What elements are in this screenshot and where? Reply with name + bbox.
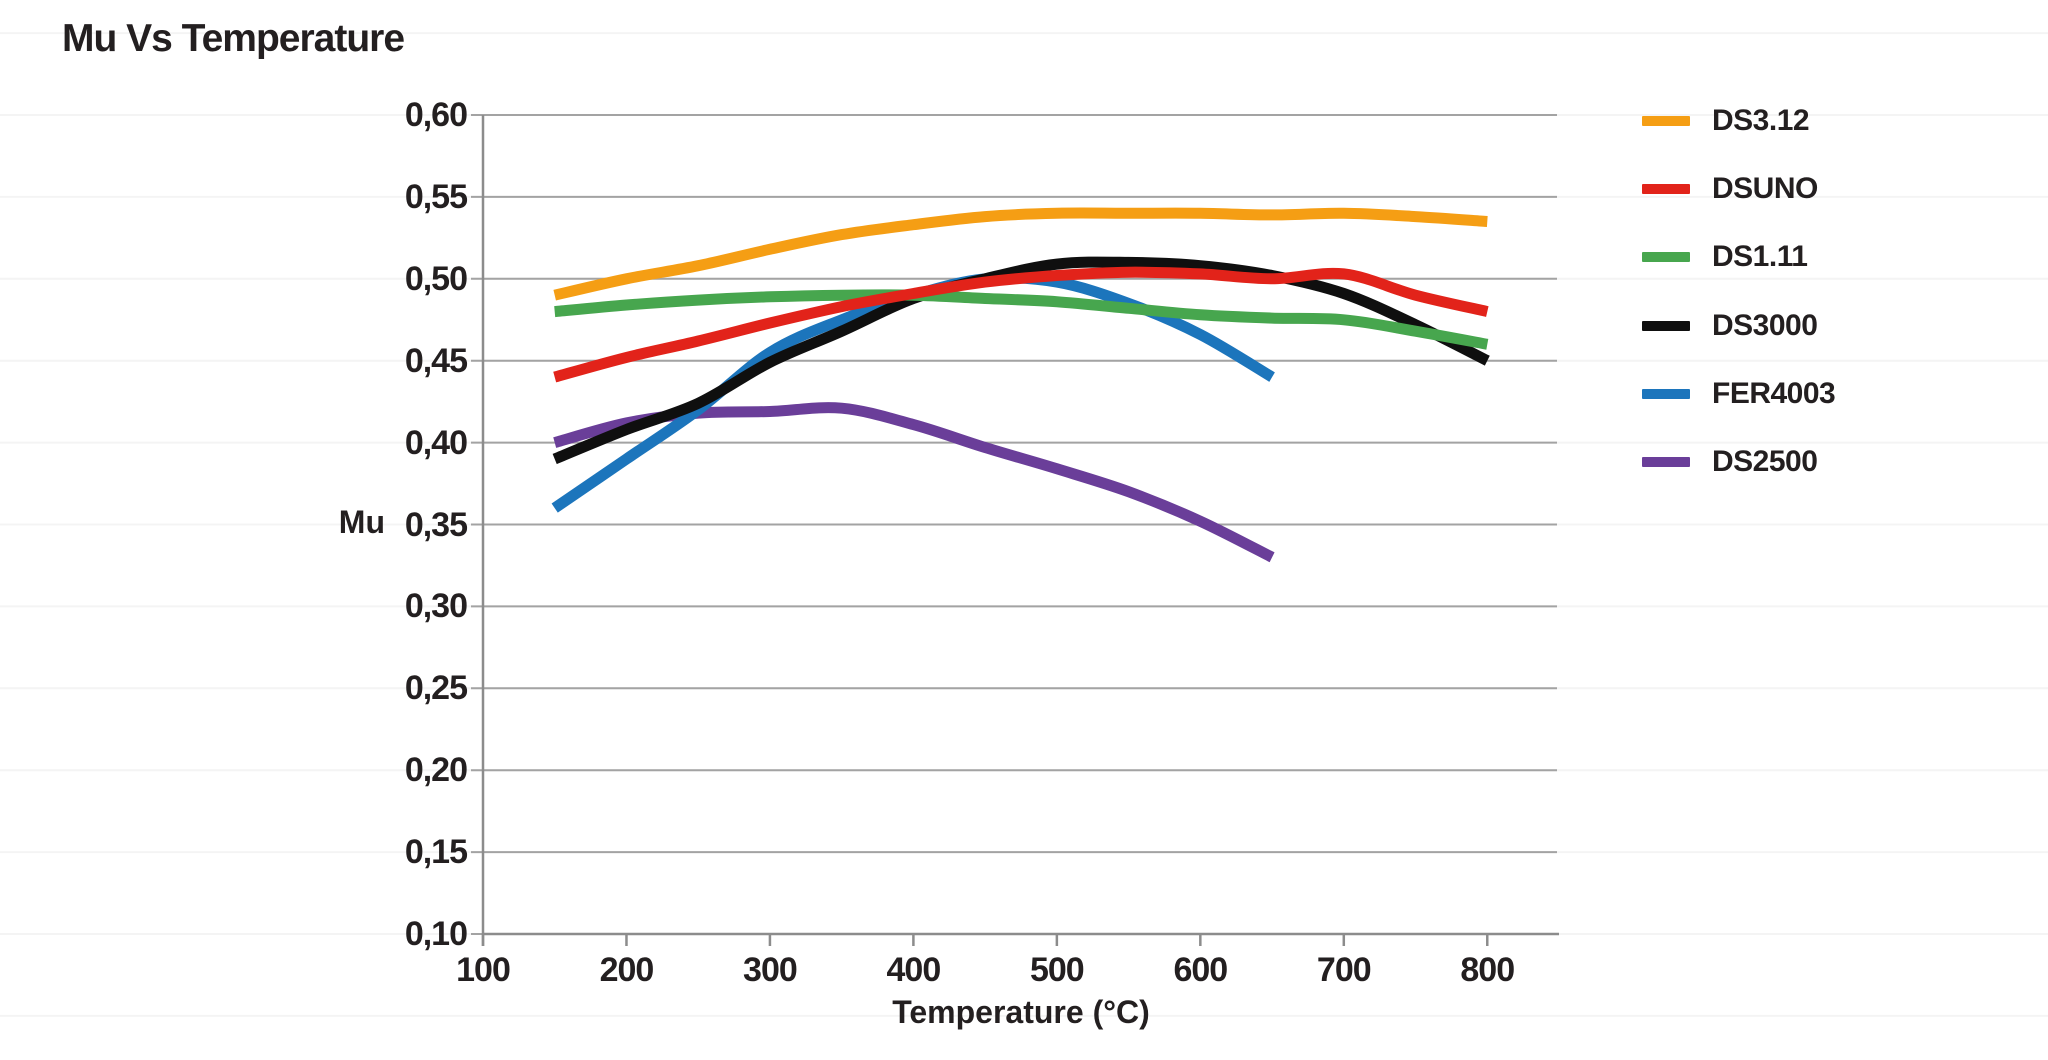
x-tick-label: 500 <box>1029 951 1085 989</box>
series-line-ds3000 <box>552 256 1490 465</box>
y-tick-label: 0,25 <box>404 669 468 708</box>
x-tick-label: 100 <box>456 951 511 989</box>
series-line-ds1.11 <box>554 289 1489 350</box>
x-tick-label: 300 <box>743 951 798 989</box>
y-tick-label: 0,10 <box>404 915 468 953</box>
y-tick-label: 0,45 <box>404 341 468 380</box>
x-axis-title: Temperature (°C) <box>892 994 1150 1030</box>
chart-title: Mu Vs Temperature <box>62 17 405 60</box>
y-tick-label: 0,60 <box>404 96 468 134</box>
series-line-dsuno <box>553 266 1489 383</box>
x-tick-label: 400 <box>886 951 942 989</box>
y-axis-title: Mu <box>338 504 385 540</box>
x-tick-label: 200 <box>599 951 655 989</box>
y-tick-label: 0,35 <box>404 505 468 544</box>
y-tick-label: 0,40 <box>404 423 468 462</box>
y-tick-label: 0,30 <box>404 587 468 626</box>
y-tick-label: 0,50 <box>404 259 468 298</box>
x-tick-label: 700 <box>1316 951 1372 989</box>
y-tick-label: 0,55 <box>404 177 468 216</box>
y-tick-label: 0,20 <box>404 751 468 790</box>
x-tick-label: 600 <box>1173 951 1228 989</box>
x-tick-label: 800 <box>1460 951 1515 989</box>
y-tick-label: 0,15 <box>404 833 468 872</box>
series-line-ds3.12 <box>553 207 1488 301</box>
